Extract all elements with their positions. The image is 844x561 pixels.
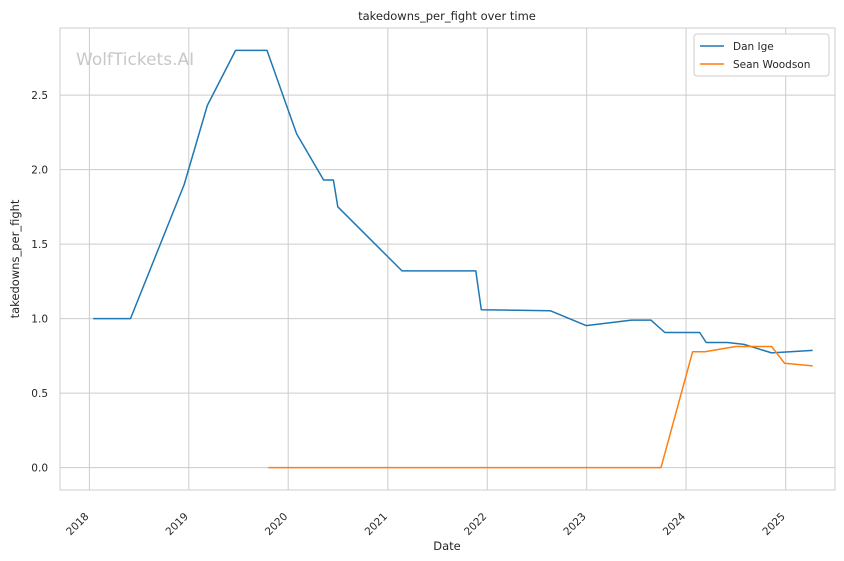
y-tick-label: 1.0 — [31, 314, 48, 326]
x-axis-label: Date — [433, 539, 461, 553]
x-tick-label: 2024 — [661, 510, 689, 538]
y-axis: 0.0 0.5 1.0 1.5 2.0 2.5 — [31, 90, 48, 475]
x-tick-label: 2020 — [263, 511, 290, 538]
x-tick-label: 2025 — [760, 511, 787, 538]
x-tick-label: 2018 — [64, 511, 91, 538]
x-tick-label: 2023 — [561, 511, 588, 538]
y-tick-label: 1.5 — [31, 239, 48, 251]
x-axis: 2018 2019 2020 2021 2022 2023 2024 2025 — [64, 510, 788, 538]
x-tick-label: 2022 — [462, 511, 489, 538]
legend: Dan Ige Sean Woodson — [693, 33, 830, 77]
x-tick-label: 2021 — [363, 511, 390, 538]
legend-box — [693, 33, 830, 77]
y-tick-label: 2.0 — [31, 165, 48, 177]
chart-title: takedowns_per_fight over time — [358, 9, 536, 23]
series-line-2 — [268, 345, 813, 469]
x-tick-label: 2019 — [164, 511, 191, 538]
y-tick-label: 0.0 — [31, 463, 48, 475]
series-lines — [93, 49, 813, 469]
plot-area — [59, 27, 836, 491]
y-tick-label: 0.5 — [31, 388, 48, 400]
y-axis-label: takedowns_per_fight — [8, 199, 22, 318]
watermark: WolfTickets.AI — [76, 50, 194, 70]
grid — [60, 28, 835, 490]
legend-label: Dan Ige — [733, 41, 774, 53]
y-tick-label: 2.5 — [31, 90, 48, 102]
series-line-1 — [93, 49, 813, 354]
legend-label: Sean Woodson — [733, 59, 810, 71]
